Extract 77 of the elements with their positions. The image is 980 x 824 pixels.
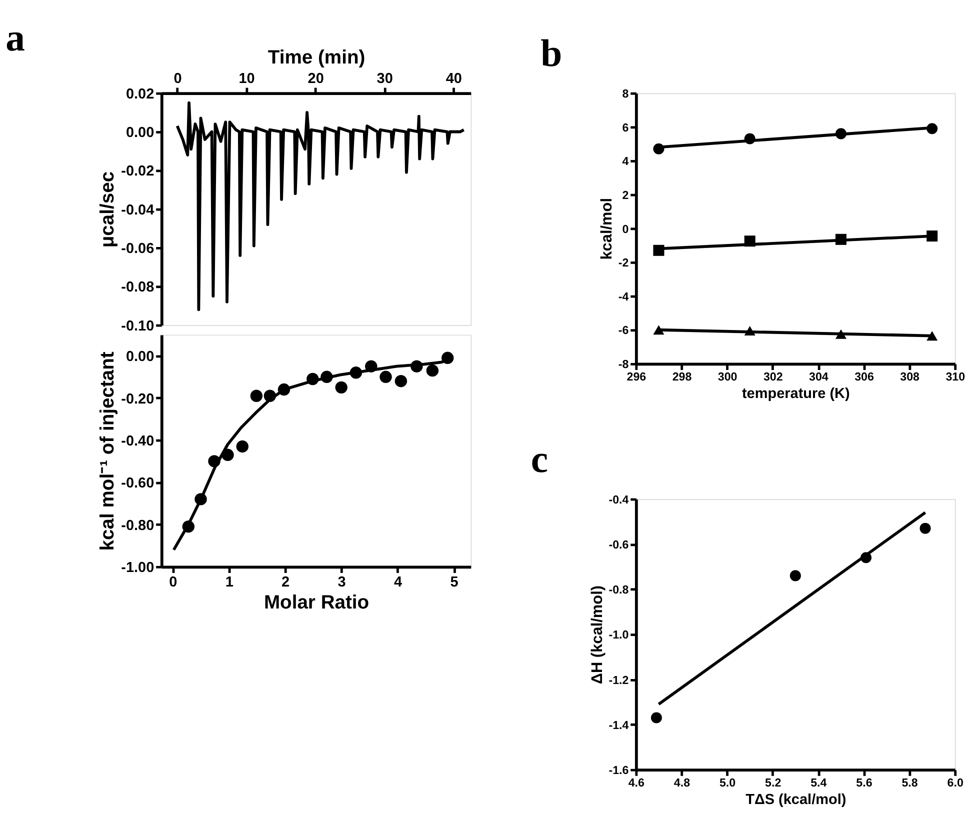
y-tick-label: -8 [618, 359, 630, 372]
x-tick-label: 5.6 [856, 778, 873, 790]
y-tick-label: 8 [622, 88, 630, 100]
y-tick-label: -0.40 [121, 433, 154, 450]
x-tick-label: 296 [626, 372, 647, 384]
x-tick-label: 2 [282, 574, 290, 590]
x-tick-label: 3 [338, 574, 346, 590]
y-tick-label: -0.6 [608, 539, 630, 552]
y-tick-label: 4 [622, 156, 630, 168]
point [380, 370, 392, 383]
x-tick-label: 5.8 [902, 778, 918, 790]
point [236, 440, 248, 453]
point [394, 375, 408, 388]
y-tick-label: -4 [618, 291, 630, 304]
x-axis-title: Time (min) [268, 48, 366, 69]
point [790, 570, 801, 582]
point [920, 522, 931, 534]
y-tick-label: 0 [622, 224, 629, 236]
x-tick-label: 308 [900, 372, 920, 384]
x-tick-label: 4.6 [628, 778, 646, 790]
y-tick-label: -1.4 [608, 720, 630, 732]
y-tick-label: 6 [622, 122, 630, 134]
x-tick-label: 310 [946, 372, 966, 384]
y-tick-label: 2 [622, 190, 629, 202]
line-series [176, 101, 466, 312]
chart-title: a [6, 18, 25, 60]
y-tick-label: -0.4 [608, 494, 630, 506]
x-axis-title: temperature (K) [742, 386, 850, 402]
point [335, 381, 348, 394]
x-tick-label: 40 [446, 70, 462, 87]
y-tick-label: 0.00 [126, 349, 154, 366]
x-tick-label: 10 [238, 70, 255, 87]
x-tick-label: 300 [718, 372, 738, 384]
y-axis-title: μcal/sec [97, 171, 118, 248]
y-tick-label: -6 [618, 325, 630, 338]
x-tick-label: 306 [854, 372, 874, 384]
y-tick-label: -0.08 [121, 280, 154, 296]
x-tick-label: 298 [672, 372, 692, 384]
x-tick-label: 304 [809, 372, 829, 384]
x-tick-label: 5.2 [765, 778, 782, 790]
x-tick-label: 0 [174, 70, 182, 87]
x-tick-label: 0 [169, 574, 178, 590]
x-axis-title: TΔS (kcal/mol) [746, 792, 846, 808]
point [426, 364, 439, 377]
y-tick-label: -0.20 [121, 391, 154, 408]
y-axis-title: kcal mol⁻¹ of injectant [97, 351, 118, 551]
point [250, 390, 263, 402]
point [650, 712, 662, 724]
y-tick-label: -0.06 [121, 241, 154, 258]
y-tick-label: -1.00 [121, 560, 154, 576]
x-tick-label: 5 [450, 574, 458, 590]
x-tick-label: 1 [225, 574, 234, 590]
y-tick-label: -0.60 [121, 476, 154, 492]
y-tick-label: -0.10 [121, 318, 154, 334]
chart-title: c [530, 438, 548, 481]
y-tick-label: -0.04 [121, 202, 154, 218]
x-tick-label: 5.4 [810, 778, 828, 790]
x-tick-label: 4.8 [674, 778, 691, 790]
y-axis-title: ΔH (kcal/mol) [588, 585, 606, 684]
x-tick-label: 20 [308, 70, 324, 87]
y-tick-label: 0.00 [126, 125, 154, 142]
y-tick-label: -2 [618, 258, 629, 270]
y-tick-label: -1.6 [608, 764, 630, 777]
x-tick-label: 5.0 [719, 778, 736, 790]
y-tick-label: -0.8 [608, 584, 630, 597]
y-tick-label: 0.02 [126, 86, 154, 102]
y-tick-label: -0.80 [121, 518, 154, 534]
y-tick-label: -0.02 [121, 164, 154, 180]
y-axis-title: kcal/mol [598, 198, 616, 260]
y-tick-label: -1.0 [608, 630, 629, 642]
x-tick-label: 30 [376, 70, 393, 87]
x-tick-label: 6.0 [947, 778, 964, 790]
x-axis-title: Molar Ratio [264, 592, 370, 614]
x-tick-label: 302 [763, 372, 783, 384]
chart-title: b [540, 33, 562, 76]
y-tick-label: -1.2 [608, 674, 629, 687]
x-tick-label: 4 [394, 574, 402, 590]
